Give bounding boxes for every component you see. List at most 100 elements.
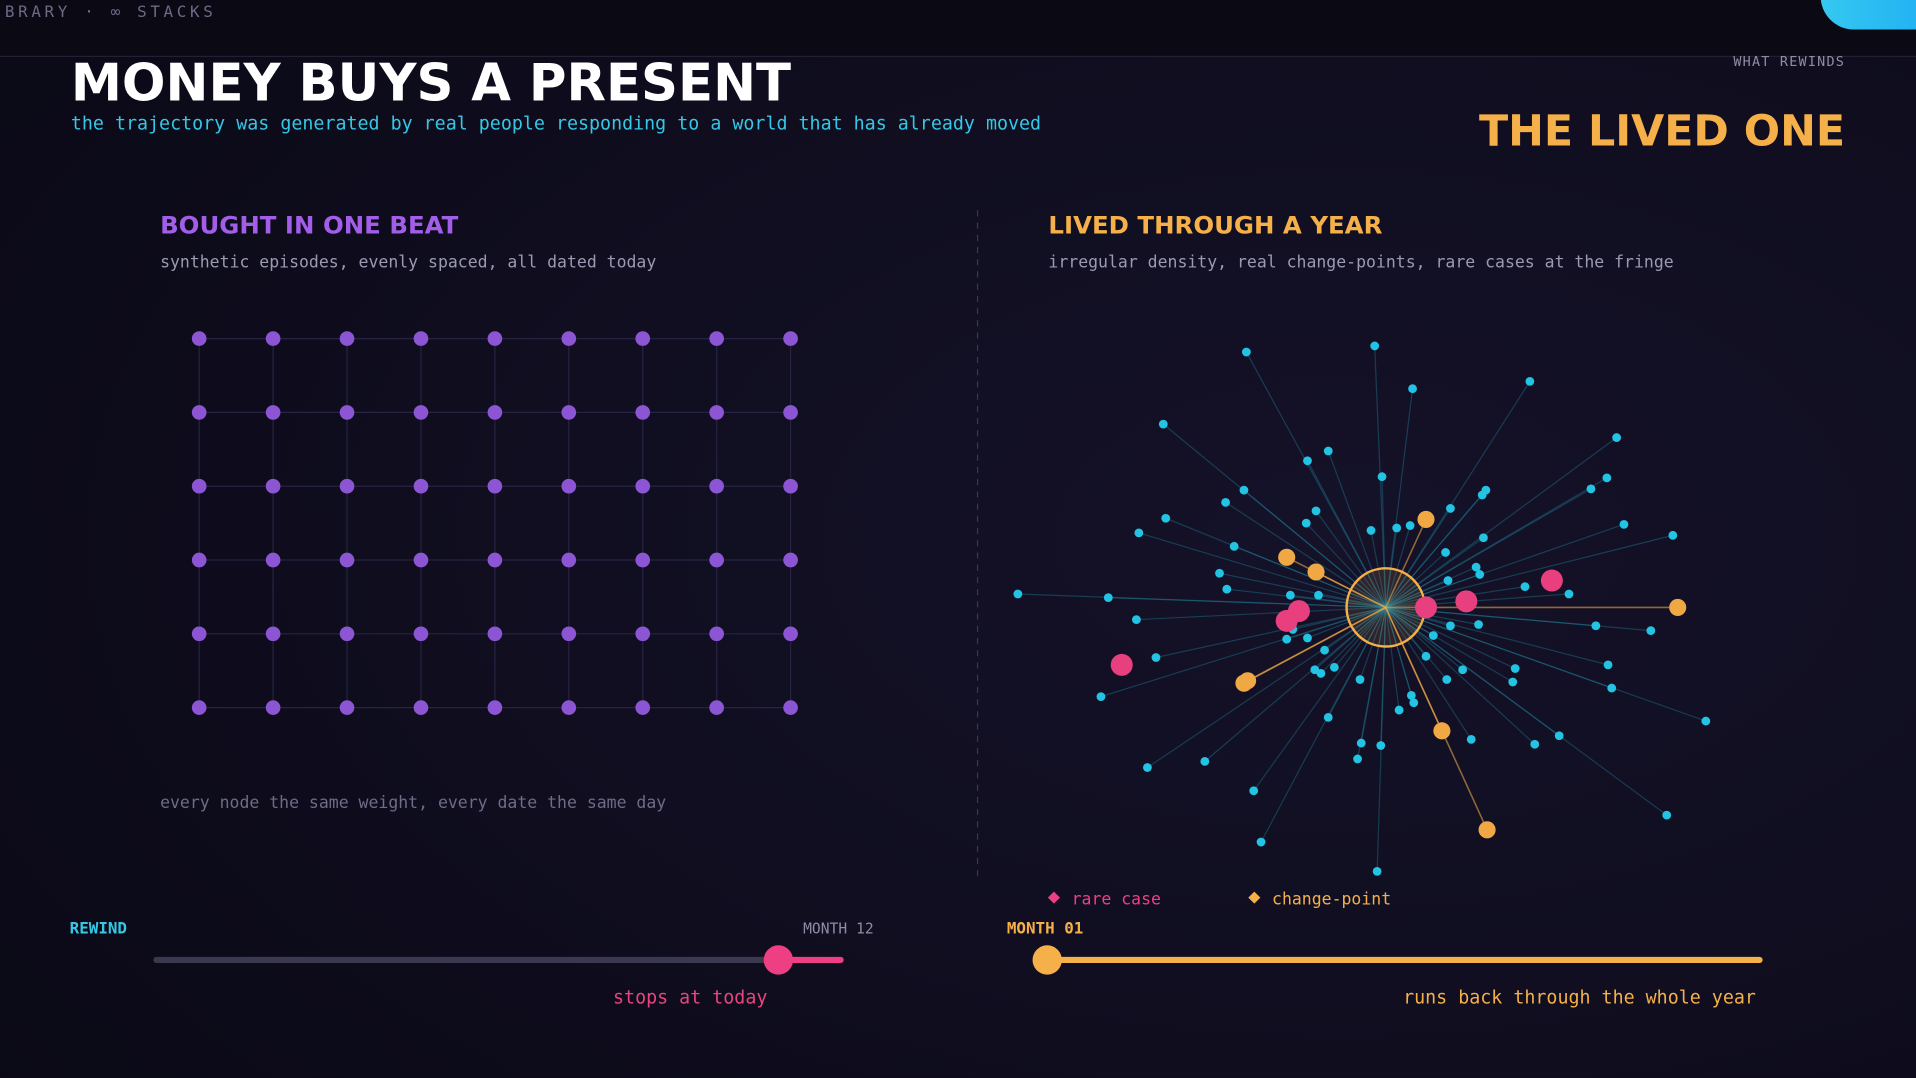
episode-node bbox=[1370, 341, 1380, 351]
episode-node bbox=[1355, 675, 1365, 684]
episode-node bbox=[1143, 763, 1152, 772]
breadcrumb: BRARY · ∞ STACKS bbox=[5, 2, 217, 21]
grid-node bbox=[413, 552, 429, 568]
edge bbox=[1385, 606, 1451, 627]
slider-knob[interactable] bbox=[763, 945, 794, 975]
episode-node bbox=[1323, 446, 1333, 456]
episode-node bbox=[1662, 810, 1672, 820]
grid-node bbox=[413, 700, 429, 715]
episode-node bbox=[1443, 576, 1453, 585]
edge bbox=[1385, 606, 1464, 671]
edge bbox=[1324, 606, 1387, 651]
panel-title: LIVED THROUGH A YEAR bbox=[1048, 211, 1382, 240]
episode-node bbox=[1161, 513, 1171, 523]
episode-node bbox=[1646, 626, 1656, 636]
edge bbox=[1385, 607, 1448, 680]
episode-node bbox=[1132, 615, 1141, 625]
episode-node bbox=[1530, 739, 1540, 749]
episode-node bbox=[1510, 664, 1520, 673]
grid-node bbox=[339, 405, 355, 420]
rare-case-node bbox=[1110, 653, 1133, 676]
top-button[interactable] bbox=[1820, 0, 1916, 30]
edge bbox=[1356, 607, 1387, 760]
episode-node bbox=[1013, 589, 1023, 599]
edge bbox=[1226, 588, 1386, 609]
grid-node bbox=[339, 700, 355, 715]
slider-label: MONTH 01 bbox=[1007, 919, 1083, 938]
edge bbox=[1292, 606, 1386, 631]
grid-node bbox=[265, 552, 281, 568]
panel-footnote: every node the same weight, every date t… bbox=[160, 793, 666, 812]
change-point-node bbox=[1433, 722, 1451, 740]
episode-node bbox=[1301, 518, 1311, 528]
episode-node bbox=[1241, 347, 1251, 357]
uniform-grid bbox=[191, 331, 798, 715]
episode-node bbox=[1603, 660, 1613, 670]
episode-node bbox=[1249, 786, 1259, 796]
grid-node bbox=[487, 405, 503, 420]
grid-node bbox=[709, 478, 724, 494]
episode-node bbox=[1564, 589, 1574, 599]
top-bar bbox=[0, 0, 1916, 57]
episode-node bbox=[1103, 593, 1113, 603]
change-point-node bbox=[1478, 821, 1496, 839]
grid-node bbox=[561, 700, 577, 715]
edge bbox=[1385, 606, 1516, 670]
episode-node bbox=[1134, 528, 1144, 538]
grid-node bbox=[561, 626, 577, 642]
episode-node bbox=[1158, 419, 1168, 429]
slider-knob[interactable] bbox=[1032, 945, 1062, 975]
episode-node bbox=[1481, 485, 1491, 495]
episode-node bbox=[1222, 584, 1232, 594]
grid-node bbox=[413, 405, 429, 420]
edge bbox=[1385, 579, 1449, 608]
grid-node bbox=[561, 552, 577, 568]
grid-node bbox=[561, 405, 577, 420]
grid-node bbox=[265, 478, 281, 494]
subtitle: the trajectory was generated by real peo… bbox=[71, 114, 1041, 135]
episode-node bbox=[1151, 653, 1161, 662]
grid-node bbox=[709, 700, 724, 715]
episode-node bbox=[1200, 756, 1210, 766]
edge bbox=[1138, 532, 1386, 609]
episode-node bbox=[1602, 473, 1612, 483]
edge bbox=[1385, 437, 1617, 608]
episode-node bbox=[1303, 633, 1312, 643]
grid-node bbox=[413, 626, 429, 642]
edge bbox=[1243, 606, 1387, 684]
grid-node bbox=[191, 552, 207, 568]
legend-swatch bbox=[1047, 891, 1060, 904]
edge bbox=[1253, 607, 1387, 792]
radial-graph bbox=[1013, 341, 1711, 876]
edge bbox=[1385, 537, 1484, 608]
edge bbox=[1385, 606, 1434, 637]
edge bbox=[1385, 606, 1514, 683]
edge bbox=[1136, 606, 1386, 621]
grid-node bbox=[265, 700, 281, 715]
grid-node bbox=[265, 405, 281, 420]
episode-node bbox=[1619, 519, 1629, 529]
panel-title: BOUGHT IN ONE BEAT bbox=[160, 211, 459, 240]
grid-node bbox=[783, 552, 798, 568]
episode-node bbox=[1520, 582, 1530, 592]
episode-node bbox=[1353, 754, 1362, 764]
title: MONEY BUYS A PRESENT bbox=[71, 53, 791, 113]
edge bbox=[1384, 519, 1427, 608]
change-point-node bbox=[1307, 563, 1325, 581]
grid-node bbox=[487, 626, 503, 642]
legend-swatch bbox=[1248, 891, 1261, 904]
edge bbox=[1385, 606, 1668, 816]
slider-end-label: MONTH 12 bbox=[803, 921, 874, 938]
edge bbox=[1380, 607, 1387, 746]
panel-subtitle: synthetic episodes, evenly spaced, all d… bbox=[160, 253, 656, 272]
episode-node bbox=[1366, 526, 1376, 535]
episode-node bbox=[1372, 866, 1382, 876]
episode-node bbox=[1466, 734, 1476, 744]
edge bbox=[1290, 594, 1386, 609]
edge bbox=[1376, 607, 1387, 872]
grid-node bbox=[635, 552, 651, 568]
episode-node bbox=[1303, 456, 1312, 466]
edge bbox=[1286, 606, 1386, 640]
